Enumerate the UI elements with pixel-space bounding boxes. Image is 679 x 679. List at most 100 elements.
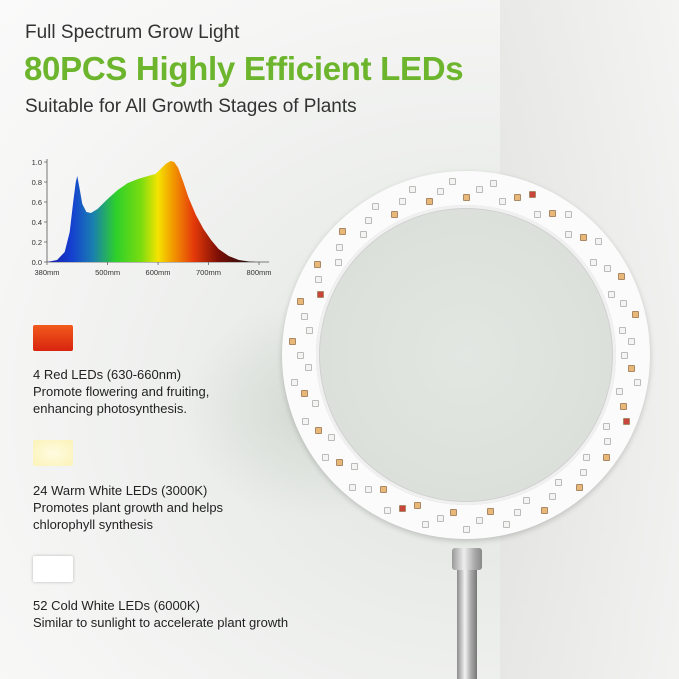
x-tick-label: 380mm	[34, 268, 59, 277]
cold-white-led	[359, 231, 367, 239]
y-tick-label: 0.2	[32, 238, 42, 247]
warm-white-led	[603, 453, 611, 461]
cold-white-led	[364, 217, 372, 225]
spectrum-area	[47, 161, 257, 262]
cold-white-led	[590, 258, 598, 266]
cold-led-info: 52 Cold White LEDs (6000K) Similar to su…	[33, 597, 288, 631]
warm-led-desc-2: chlorophyll synthesis	[33, 517, 153, 532]
cold-white-led	[604, 438, 612, 446]
tagline: Suitable for All Growth Stages of Plants	[25, 96, 357, 117]
y-tick-label: 0.6	[32, 198, 42, 207]
warm-white-led	[513, 193, 521, 201]
cold-white-led	[618, 326, 626, 334]
x-tick-label: 700mm	[196, 268, 221, 277]
cold-white-led	[349, 483, 357, 491]
warm-white-led	[339, 228, 347, 236]
red-led-desc-1: Promote flowering and fruiting,	[33, 384, 210, 399]
cold-white-led	[290, 378, 298, 386]
cold-white-led	[475, 516, 483, 524]
red-led	[529, 190, 537, 198]
cold-white-led	[436, 515, 444, 523]
cold-white-led	[603, 423, 611, 431]
cold-white-led	[608, 291, 616, 299]
warm-white-led	[627, 364, 635, 372]
cold-white-led	[534, 210, 542, 218]
warm-white-led	[462, 193, 470, 201]
cold-white-led	[350, 463, 358, 471]
cold-white-led	[594, 238, 602, 246]
red-led-info: 4 Red LEDs (630-660nm) Promote flowering…	[33, 366, 209, 417]
cold-white-led	[336, 243, 344, 251]
headline: 80PCS Highly Efficient LEDs	[24, 50, 464, 87]
warm-white-led	[314, 260, 322, 268]
cold-white-led	[549, 493, 557, 501]
cold-white-led	[301, 418, 309, 426]
cold-white-led	[565, 231, 573, 239]
red-led	[398, 504, 406, 512]
warm-led-desc-1: Promotes plant growth and helps	[33, 500, 224, 515]
cold-white-led	[564, 210, 572, 218]
cold-white-led	[448, 178, 456, 186]
warm-white-led	[549, 209, 557, 217]
warm-led-swatch	[33, 440, 73, 466]
x-tick-label: 600mm	[146, 268, 171, 277]
warm-white-led	[450, 509, 458, 516]
ring-center	[316, 205, 616, 505]
cold-white-led	[436, 187, 444, 195]
cold-white-led	[304, 363, 312, 371]
cold-white-led	[334, 258, 342, 266]
warm-white-led	[631, 310, 639, 318]
pole-connector	[452, 548, 482, 570]
cold-led-title: 52 Cold White LEDs (6000K)	[33, 598, 200, 613]
warm-white-led	[541, 506, 549, 514]
y-tick-label: 0.8	[32, 178, 42, 187]
y-tick-label: 0.4	[32, 218, 42, 227]
product-subtitle: Full Spectrum Grow Light	[25, 22, 240, 43]
cold-white-led	[314, 276, 322, 284]
cold-white-led	[634, 378, 642, 386]
red-led-title: 4 Red LEDs (630-660nm)	[33, 367, 182, 382]
cold-white-led	[462, 525, 470, 533]
warm-white-led	[297, 297, 305, 305]
red-led-desc-2: enhancing photosynthesis.	[33, 401, 187, 416]
cold-white-led	[555, 479, 563, 487]
cold-white-led	[620, 351, 628, 359]
warm-white-led	[314, 426, 322, 434]
warm-white-led	[620, 402, 628, 410]
cold-white-led	[582, 454, 590, 462]
warm-white-led	[390, 210, 398, 218]
x-tick-label: 500mm	[95, 268, 120, 277]
cold-white-led	[513, 509, 521, 517]
spectrum-chart: 0.0 0.2 0.4 0.6 0.8 1.0 380mm 500mm 600mm 700mm 80…	[32, 158, 272, 277]
cold-led-desc-1: Similar to sunlight to accelerate plant …	[33, 615, 289, 630]
cold-white-led	[312, 400, 320, 408]
cold-led-swatch	[33, 556, 73, 582]
cold-white-led	[408, 186, 416, 194]
cold-white-led	[364, 485, 372, 493]
red-led-swatch	[33, 325, 73, 351]
warm-led-info: 24 Warm White LEDs (3000K) Promotes plan…	[33, 482, 223, 533]
warm-white-led	[579, 234, 587, 242]
warm-white-led	[336, 459, 344, 467]
cold-white-led	[398, 198, 406, 206]
cold-white-led	[579, 468, 587, 476]
cold-white-led	[499, 197, 507, 205]
cold-white-led	[296, 351, 304, 359]
y-tick-label: 1.0	[32, 158, 42, 167]
cold-white-led	[301, 312, 309, 320]
red-led	[316, 291, 324, 299]
warm-white-led	[301, 390, 309, 398]
warm-white-led	[425, 197, 433, 205]
x-tick-label: 800mm	[247, 268, 272, 277]
cold-white-led	[475, 186, 483, 193]
warm-white-led	[575, 483, 583, 491]
cold-white-led	[489, 179, 497, 187]
cold-white-led	[327, 434, 335, 442]
y-tick-label: 0.0	[32, 258, 42, 267]
cold-white-led	[371, 203, 379, 211]
cold-white-led	[616, 388, 624, 396]
cold-white-led	[306, 326, 314, 334]
cold-white-led	[383, 506, 391, 514]
warm-white-led	[617, 272, 625, 280]
cold-white-led	[604, 264, 612, 272]
